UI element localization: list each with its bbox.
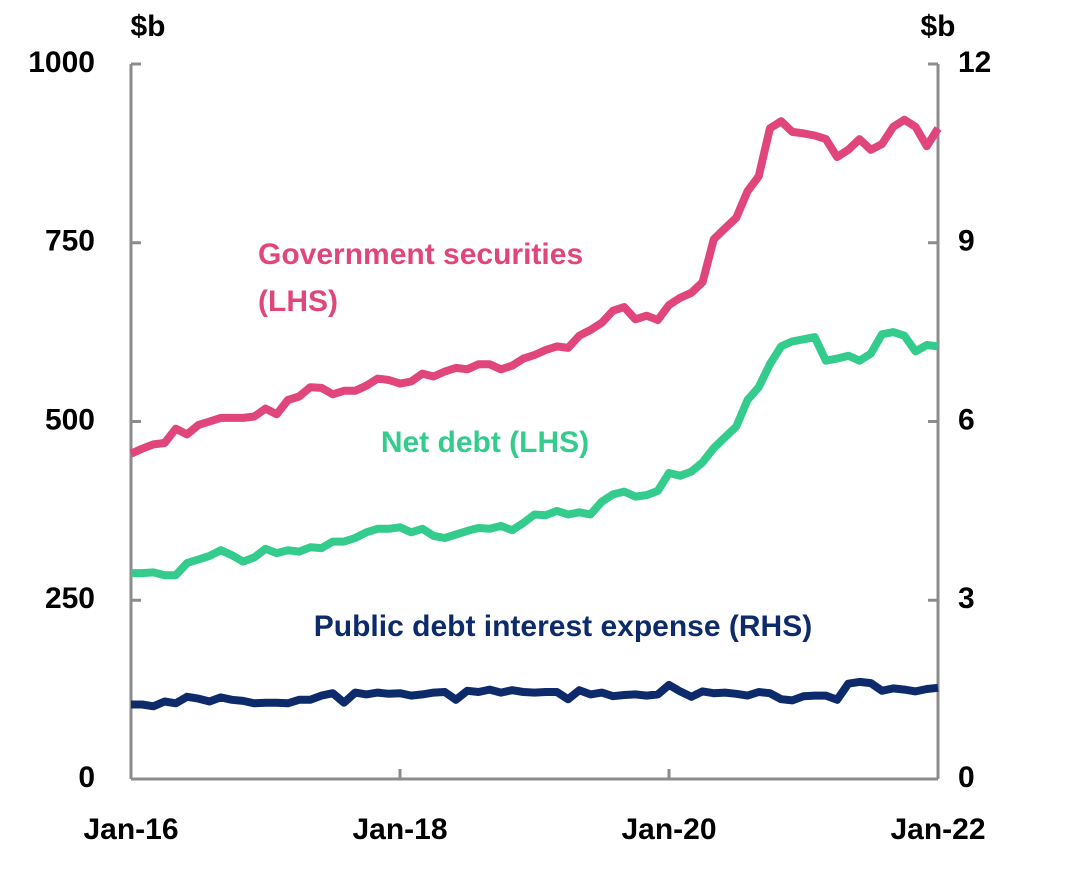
- y-tick-label: 1000: [28, 46, 95, 79]
- series-label: Public debt interest expense (RHS): [314, 610, 812, 643]
- y2-tick-label: 9: [958, 225, 975, 258]
- x-tick-label: Jan-20: [621, 813, 716, 846]
- y2-tick-label: 6: [958, 403, 975, 436]
- y2-axis-label: $b: [920, 10, 955, 43]
- series-line: [129, 115, 942, 458]
- series-line: [131, 677, 939, 711]
- series-label: Net debt (LHS): [381, 426, 589, 459]
- y-tick-label: 500: [45, 403, 95, 436]
- x-tick-label: Jan-22: [890, 813, 985, 846]
- y2-tick-label: 12: [958, 46, 991, 79]
- y-axis-label: $b: [130, 10, 165, 43]
- y-tick-label: 0: [78, 761, 95, 794]
- series-line: [131, 328, 939, 580]
- x-tick-label: Jan-16: [83, 813, 178, 846]
- y-tick-label: 250: [45, 582, 95, 615]
- y2-tick-label: 3: [958, 582, 975, 615]
- series-label: Government securities (LHS): [258, 238, 583, 318]
- x-tick-label: Jan-18: [352, 813, 447, 846]
- y2-tick-label: 0: [958, 761, 975, 794]
- y-tick-label: 750: [45, 225, 95, 258]
